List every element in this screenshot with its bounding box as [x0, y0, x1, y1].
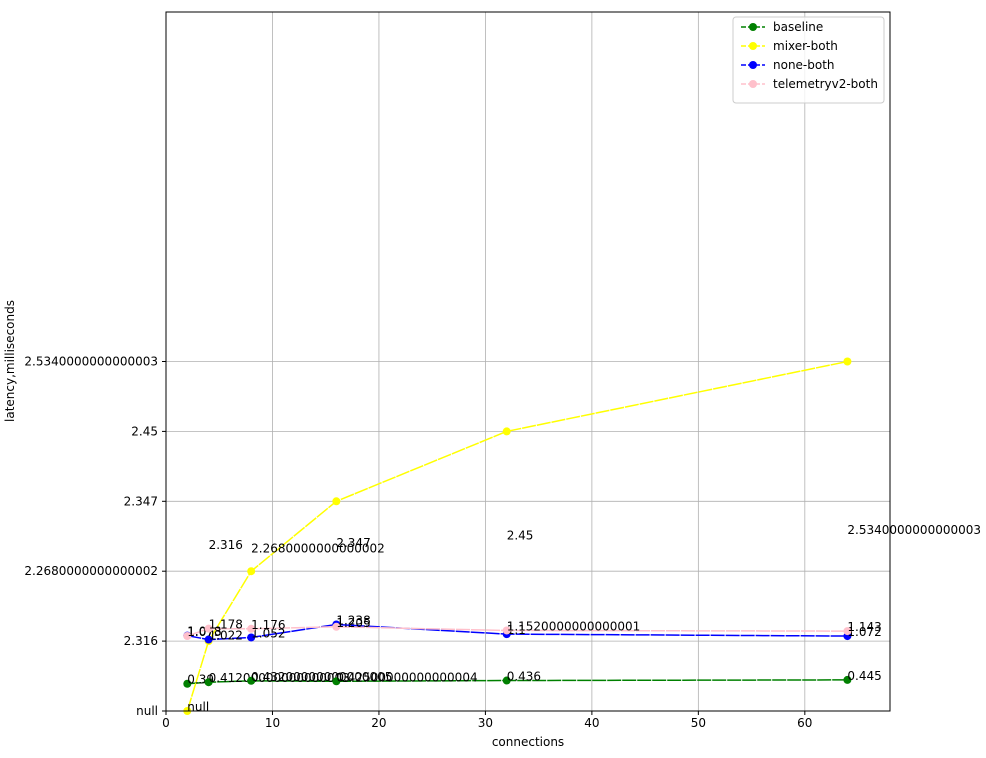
data-label: 0.436 [507, 670, 541, 684]
data-point [247, 676, 256, 685]
x-axis-label: connections [492, 735, 564, 749]
data-label: 1.176 [251, 618, 285, 632]
legend-label: baseline [773, 20, 823, 34]
x-tick-label: 50 [691, 716, 706, 730]
legend-box [732, 16, 885, 104]
data-label: 1.178 [209, 618, 243, 632]
data-label: 1.143 [847, 620, 881, 634]
data-point [843, 627, 852, 636]
legend-marker [749, 61, 757, 69]
data-point [502, 676, 511, 685]
data-point [502, 626, 511, 635]
data-point [843, 357, 852, 366]
data-label: 1.073 [187, 625, 221, 639]
x-tick-label: 20 [371, 716, 386, 730]
data-label: 2.316 [209, 538, 243, 552]
y-tick-label: 2.45 [131, 424, 158, 438]
data-point [502, 427, 511, 436]
data-point [204, 635, 213, 644]
x-tick-label: 60 [797, 716, 812, 730]
legend-label: telemetryv2-both [773, 77, 878, 91]
data-label: 1.238 [336, 613, 370, 627]
legend-marker [749, 80, 757, 88]
x-tick-label: 10 [265, 716, 280, 730]
y-tick-label: null [136, 704, 158, 718]
data-label: 0.43200000000000005 [251, 670, 392, 684]
data-label: 1.1520000000000001 [507, 619, 641, 633]
data-label: 1.052 [251, 626, 285, 640]
legend-marker [749, 42, 757, 50]
data-point [183, 631, 192, 640]
legend-label: none-both [773, 58, 835, 72]
data-label: 2.5340000000000003 [847, 523, 981, 537]
data-point [332, 622, 341, 631]
y-tick-label: 2.347 [124, 494, 158, 508]
y-axis-label: latency,milliseconds [3, 300, 17, 422]
data-label: 1.022 [209, 629, 243, 643]
y-tick-label: 2.2680000000000002 [24, 564, 158, 578]
axes-frame [165, 11, 891, 712]
data-point [183, 679, 192, 688]
x-tick-label: 40 [584, 716, 599, 730]
x-tick-label: 0 [162, 716, 170, 730]
data-label: 2.2680000000000002 [251, 541, 385, 555]
legend: baseline mixer-both none-both telemetryv2-b… [732, 16, 885, 104]
x-tick-label: 30 [478, 716, 493, 730]
data-point [247, 624, 256, 633]
data-point [247, 567, 256, 576]
data-label: 0.445 [847, 669, 881, 683]
data-point [332, 497, 341, 506]
data-label: 1.205 [336, 616, 370, 630]
data-label: 0.41200000000000003 [209, 671, 350, 685]
series-line [186, 360, 848, 712]
data-label: 0.42500000000000004 [336, 670, 477, 684]
data-point [843, 675, 852, 684]
data-label: 2.347 [336, 536, 370, 550]
y-tick-label: 2.5340000000000003 [24, 355, 158, 369]
data-point [247, 633, 256, 642]
data-label: null [187, 700, 209, 714]
data-label: 1.072 [847, 625, 881, 639]
y-tick-label: 2.316 [124, 634, 158, 648]
data-point [204, 624, 213, 633]
data-label: 2.45 [507, 529, 534, 543]
legend-label: mixer-both [773, 39, 838, 53]
data-point [332, 677, 341, 686]
data-point [204, 678, 213, 687]
legend-marker [749, 23, 757, 31]
